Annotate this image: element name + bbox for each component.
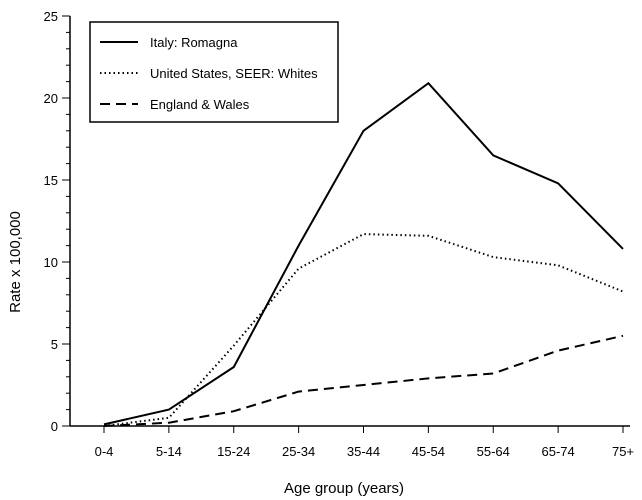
x-axis-title: Age group (years) xyxy=(284,480,404,497)
legend-label-1: Italy: Romagna xyxy=(150,35,238,50)
y-tick-label: 20 xyxy=(44,91,58,106)
legend-box xyxy=(89,21,339,123)
axes: 0 5 10 15 20 25 0-4 5-14 15-24 25-34 35-44 45-54 55-… xyxy=(44,9,635,459)
legend: Italy: Romagna United States, SEER: White… xyxy=(89,21,339,123)
y-axis-title: Rate x 100,000 xyxy=(7,211,24,313)
x-tick-label: 0-4 xyxy=(95,444,114,459)
series-line-1 xyxy=(103,81,624,426)
legend-label-3: England & Wales xyxy=(150,97,250,112)
x-tick-label: 55-64 xyxy=(477,444,510,459)
x-tick-label: 65-74 xyxy=(542,444,575,459)
legend-label-2: United States, SEER: Whites xyxy=(150,66,318,81)
y-tick-label: 10 xyxy=(44,255,58,270)
y-tick-label: 25 xyxy=(44,9,58,24)
x-tick-label: 45-54 xyxy=(412,444,445,459)
y-tick-label: 15 xyxy=(44,173,58,188)
y-tick-label: 5 xyxy=(51,337,58,352)
x-tick-label: 35-44 xyxy=(347,444,380,459)
series-layer xyxy=(103,81,624,427)
x-tick-label: 75+ xyxy=(612,444,634,459)
series-line-2 xyxy=(103,233,624,427)
series-line-3 xyxy=(103,334,624,427)
x-tick-label: 5-14 xyxy=(156,444,182,459)
y-tick-label: 0 xyxy=(51,419,58,434)
x-tick-label: 25-34 xyxy=(282,444,315,459)
x-tick-label: 15-24 xyxy=(217,444,250,459)
